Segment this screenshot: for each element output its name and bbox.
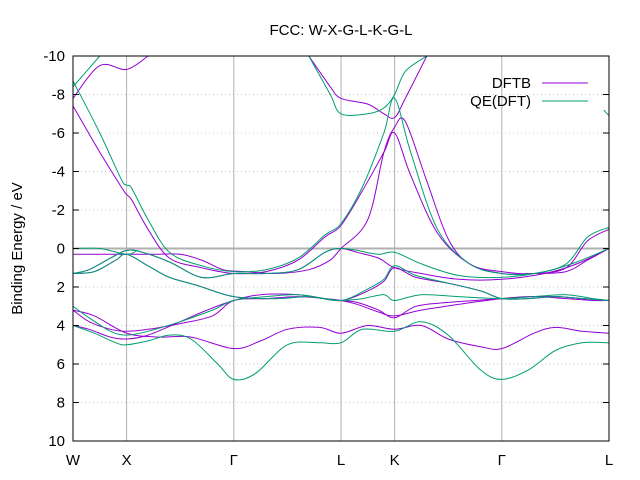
legend-label: QE(DFT)	[470, 93, 531, 110]
band-line	[308, 56, 428, 116]
legend-label: DFTB	[492, 75, 531, 92]
y-tick-label: 10	[48, 433, 65, 450]
band-line	[73, 80, 609, 276]
y-tick-label: 0	[57, 241, 65, 258]
band-line	[73, 247, 138, 255]
y-tick-label: 8	[57, 395, 65, 412]
series-qe-dft	[73, 56, 609, 381]
ticks-layer: -10 -8 -6 -4 -2 0 2 4 6 8 10W X Γ L K Γ L	[43, 48, 613, 469]
x-tick-label: L	[337, 452, 345, 469]
y-tick-label: -10	[43, 48, 65, 65]
series-layer	[73, 56, 609, 381]
band-line	[73, 296, 609, 332]
x-tick-label: X	[122, 452, 132, 469]
y-tick-label: -6	[52, 125, 65, 142]
band-line	[603, 109, 609, 117]
y-tick-label: 2	[57, 279, 65, 296]
band-line	[73, 247, 609, 279]
x-tick-label: L	[605, 452, 613, 469]
x-tick-label: K	[390, 452, 400, 469]
band-line	[73, 56, 149, 99]
y-tick-label: 6	[57, 356, 65, 373]
y-tick-label: -8	[52, 87, 65, 104]
x-tick-label: Γ	[230, 452, 238, 469]
band-line	[73, 56, 101, 88]
x-tick-label: W	[66, 452, 81, 469]
y-axis-label: Binding Energy / eV	[9, 182, 26, 315]
chart-title: FCC: W-X-G-L-K-G-L	[269, 22, 412, 39]
band-line	[308, 56, 428, 119]
y-tick-label: 4	[57, 318, 65, 335]
y-tick-label: -4	[52, 164, 65, 181]
band-line	[73, 105, 609, 275]
band-line	[73, 321, 609, 381]
x-tick-label: Γ	[498, 452, 506, 469]
band-line	[73, 253, 609, 302]
y-tick-label: -2	[52, 202, 65, 219]
